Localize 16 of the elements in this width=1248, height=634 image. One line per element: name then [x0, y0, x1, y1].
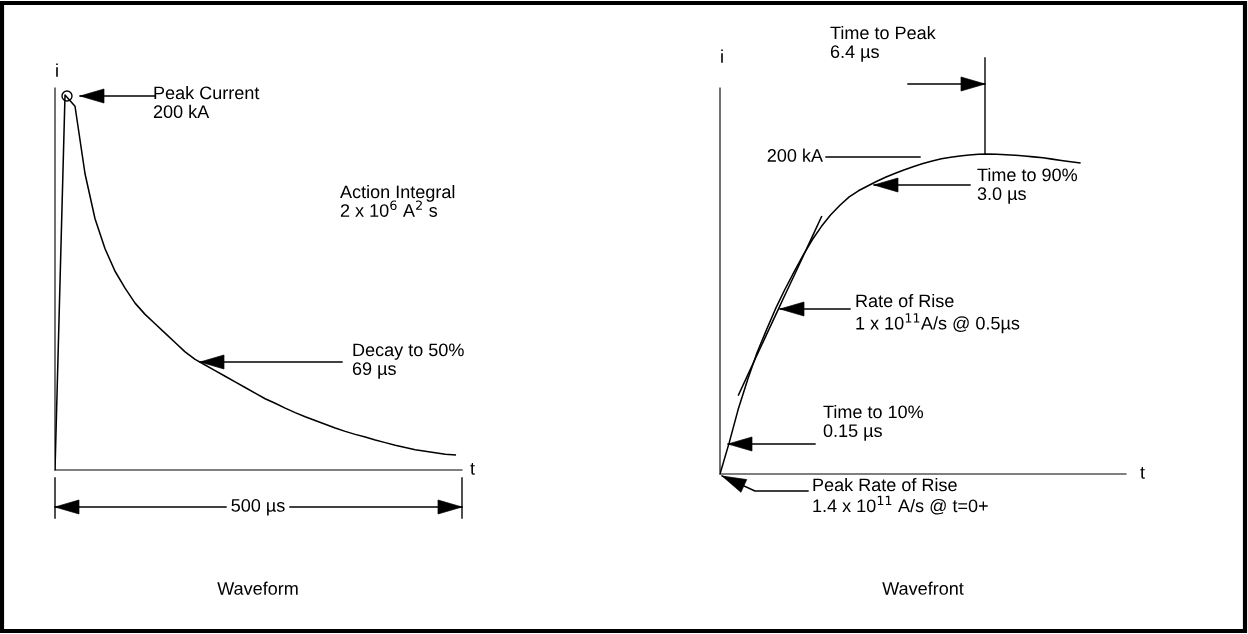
annotation: Peak Current 200 kA	[153, 86, 260, 119]
y-axis-title: i	[56, 63, 58, 77]
text: Waveform	[217, 581, 298, 595]
text: Peak Rate of Rise 1.4 x 10$^{11}$ A/s @ t=0+	[813, 478, 988, 515]
text: Time to Peak 6.4 µs	[830, 26, 936, 62]
text: 500 µs	[231, 499, 285, 516]
annotation: Action Integral 2 x 10$^{6}$ A$^{2}$ s	[340, 185, 455, 217]
x-axis-title: t	[470, 462, 475, 475]
text: Wavefront	[882, 581, 964, 595]
annotation: Time to 10% 0.15 µs	[823, 405, 924, 441]
y-axis-title: i	[721, 49, 723, 63]
annotation: Decay to 50% 69 µs	[352, 343, 464, 379]
annotation: Time to 90% 3.0 µs	[977, 168, 1078, 204]
x-axis-title: t	[1140, 467, 1145, 479]
annotation: Rate of Rise 1 x 10$^{11}$A/s @ 0.5µs	[856, 294, 1020, 334]
annotation: 200 kA	[767, 148, 823, 162]
